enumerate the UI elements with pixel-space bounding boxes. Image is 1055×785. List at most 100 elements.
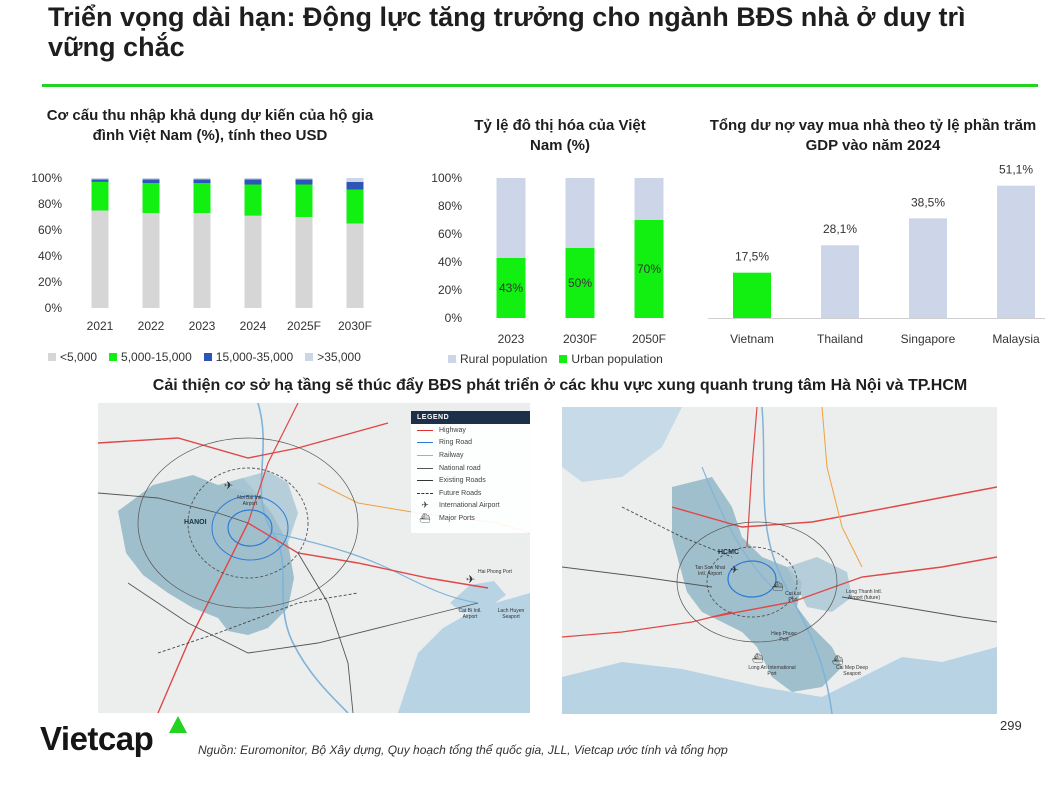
ship-icon: ⛴ — [752, 653, 764, 663]
map-legend-row: ⛴ Major Ports — [411, 512, 530, 525]
x-tick-label: 2023 — [189, 319, 216, 333]
legend-swatch — [109, 353, 118, 361]
legend-label: 15,000-35,000 — [215, 350, 294, 364]
vietcap-logo: Vietcap — [40, 720, 154, 757]
legend-line-icon — [417, 429, 433, 431]
map-legend-row: Railway — [411, 449, 530, 462]
bar-segment — [244, 178, 262, 180]
legend-label: 5,000-15,000 — [121, 350, 192, 364]
map-legend-title: LEGEND — [411, 411, 530, 424]
y-tick-label: 0% — [45, 301, 63, 315]
legend-line-icon — [417, 454, 433, 456]
x-tick-label: 2050F — [632, 332, 666, 346]
bar-segment — [193, 213, 211, 308]
x-tick-label: 2024 — [240, 319, 267, 333]
x-tick-label: Vietnam — [730, 332, 774, 346]
hcmc-city-label: HCMC — [718, 549, 739, 556]
x-tick-label: Singapore — [901, 332, 956, 346]
bar-segment — [634, 178, 664, 220]
y-tick-label: 60% — [438, 227, 462, 241]
legend-line-icon — [417, 467, 433, 469]
source-note: Nguồn: Euromonitor, Bộ Xây dựng, Quy hoạ… — [198, 743, 728, 757]
hai-phong-port-label: Hai Phong Port — [478, 569, 512, 575]
map-legend-label: Future Roads — [439, 489, 482, 497]
legend-item: >35,000 — [305, 350, 361, 364]
legend-item: <5,000 — [48, 350, 97, 364]
bar-segment — [634, 220, 664, 318]
data-label: 17,5% — [735, 250, 769, 264]
bar-segment — [142, 178, 160, 180]
income-structure-chart: 0% 20% 40% 60% 80% 100% 2021 2022 2023 2024 2025F 2… — [31, 171, 372, 333]
cai-mep-port-label: Cai Mep Deep Seaport — [836, 665, 868, 677]
legend-label: <5,000 — [60, 350, 98, 364]
bar-segment — [346, 223, 364, 308]
bar-segment — [142, 213, 160, 308]
bar-segment — [244, 215, 262, 308]
map-legend-label: Ring Road — [439, 439, 473, 447]
x-tick-label: Thailand — [817, 332, 863, 346]
bar-segment — [295, 217, 313, 308]
y-tick-label: 40% — [38, 249, 62, 263]
y-tick-label: 20% — [438, 283, 462, 297]
bar-segment — [91, 181, 109, 211]
lach-huyen-port-label: Lach Huyen Seaport — [497, 608, 525, 620]
data-label: 38,5% — [911, 195, 945, 209]
bar-segment — [346, 181, 364, 190]
y-tick-label: 60% — [38, 223, 62, 237]
map-legend-row: National road — [411, 462, 530, 475]
bar-segment — [346, 178, 364, 182]
legend-item: 5,000-15,000 — [109, 350, 192, 364]
y-tick-label: 0% — [445, 311, 463, 325]
map-legend: LEGEND Highway Ring Road Railway National r… — [411, 411, 530, 533]
noi-bai-airport-label: Noi Bai Intl. Airport — [237, 495, 263, 507]
bar-segment — [244, 184, 262, 216]
legend-line-icon — [417, 492, 433, 494]
bar-segment — [193, 178, 211, 180]
legend-line-icon — [417, 442, 433, 444]
cat-bi-airport-label: Cat Bi Intl. Airport — [458, 608, 482, 620]
map-legend-row: Highway — [411, 424, 530, 437]
legend-item: 15,000-35,000 — [203, 350, 294, 364]
map-legend-row: ✈ International Airport — [411, 500, 530, 513]
urbanization-chart: 0% 20% 40% 60% 80% 100% 43% 2023 50% 2030F 70% 2050… — [431, 171, 666, 346]
x-tick-label: 2023 — [498, 332, 525, 346]
map-legend-label: Existing Roads — [439, 477, 486, 485]
map-legend-label: National road — [439, 464, 481, 472]
hcmc-infrastructure-map: HCMC ✈ Tan Son Nhat Intl. Airport ⛴ Cat … — [562, 407, 997, 714]
legend-label: Rural population — [460, 352, 548, 366]
urbanization-chart-legend: Rural population Urban population — [448, 352, 663, 366]
x-tick-label: 2021 — [87, 319, 114, 333]
legend-swatch — [203, 353, 212, 361]
infrastructure-section-title: Cải thiện cơ sở hạ tầng sẽ thúc đẩy BĐS … — [152, 377, 968, 394]
logo-triangle-icon — [169, 716, 187, 733]
bar-segment — [295, 184, 313, 217]
bar-segment — [244, 179, 262, 185]
bar-segment — [193, 183, 211, 214]
bar-segment — [295, 178, 313, 180]
hanoi-infrastructure-map: HANOI ✈ Noi Bai Intl. Airport ✈ Hai Phon… — [98, 403, 530, 713]
legend-swatch — [559, 355, 568, 363]
legend-label: >35,000 — [317, 350, 361, 364]
map-legend-label: International Airport — [439, 502, 500, 510]
map-legend-label: Railway — [439, 451, 464, 459]
airplane-icon: ✈ — [421, 500, 429, 511]
bar-segment — [91, 179, 109, 182]
ship-icon: ⛴ — [419, 512, 431, 523]
bar — [821, 245, 859, 318]
data-label: 43% — [499, 281, 523, 295]
bar-segment — [142, 183, 160, 214]
data-label: 51,1% — [999, 163, 1033, 177]
bar-segment — [565, 248, 595, 318]
legend-swatch — [305, 353, 314, 361]
bar-segment — [565, 178, 595, 248]
y-tick-label: 20% — [38, 275, 62, 289]
income-chart-legend: <5,000 5,000-15,000 15,000-35,000 >35,000 — [48, 350, 361, 364]
airplane-icon: ✈ — [466, 574, 476, 586]
legend-item: Rural population — [448, 352, 547, 366]
data-label: 28,1% — [823, 222, 857, 236]
data-label: 50% — [568, 276, 592, 290]
bar-segment — [91, 178, 109, 180]
bar-segment — [91, 210, 109, 308]
bar — [733, 272, 771, 318]
bar — [909, 218, 947, 318]
